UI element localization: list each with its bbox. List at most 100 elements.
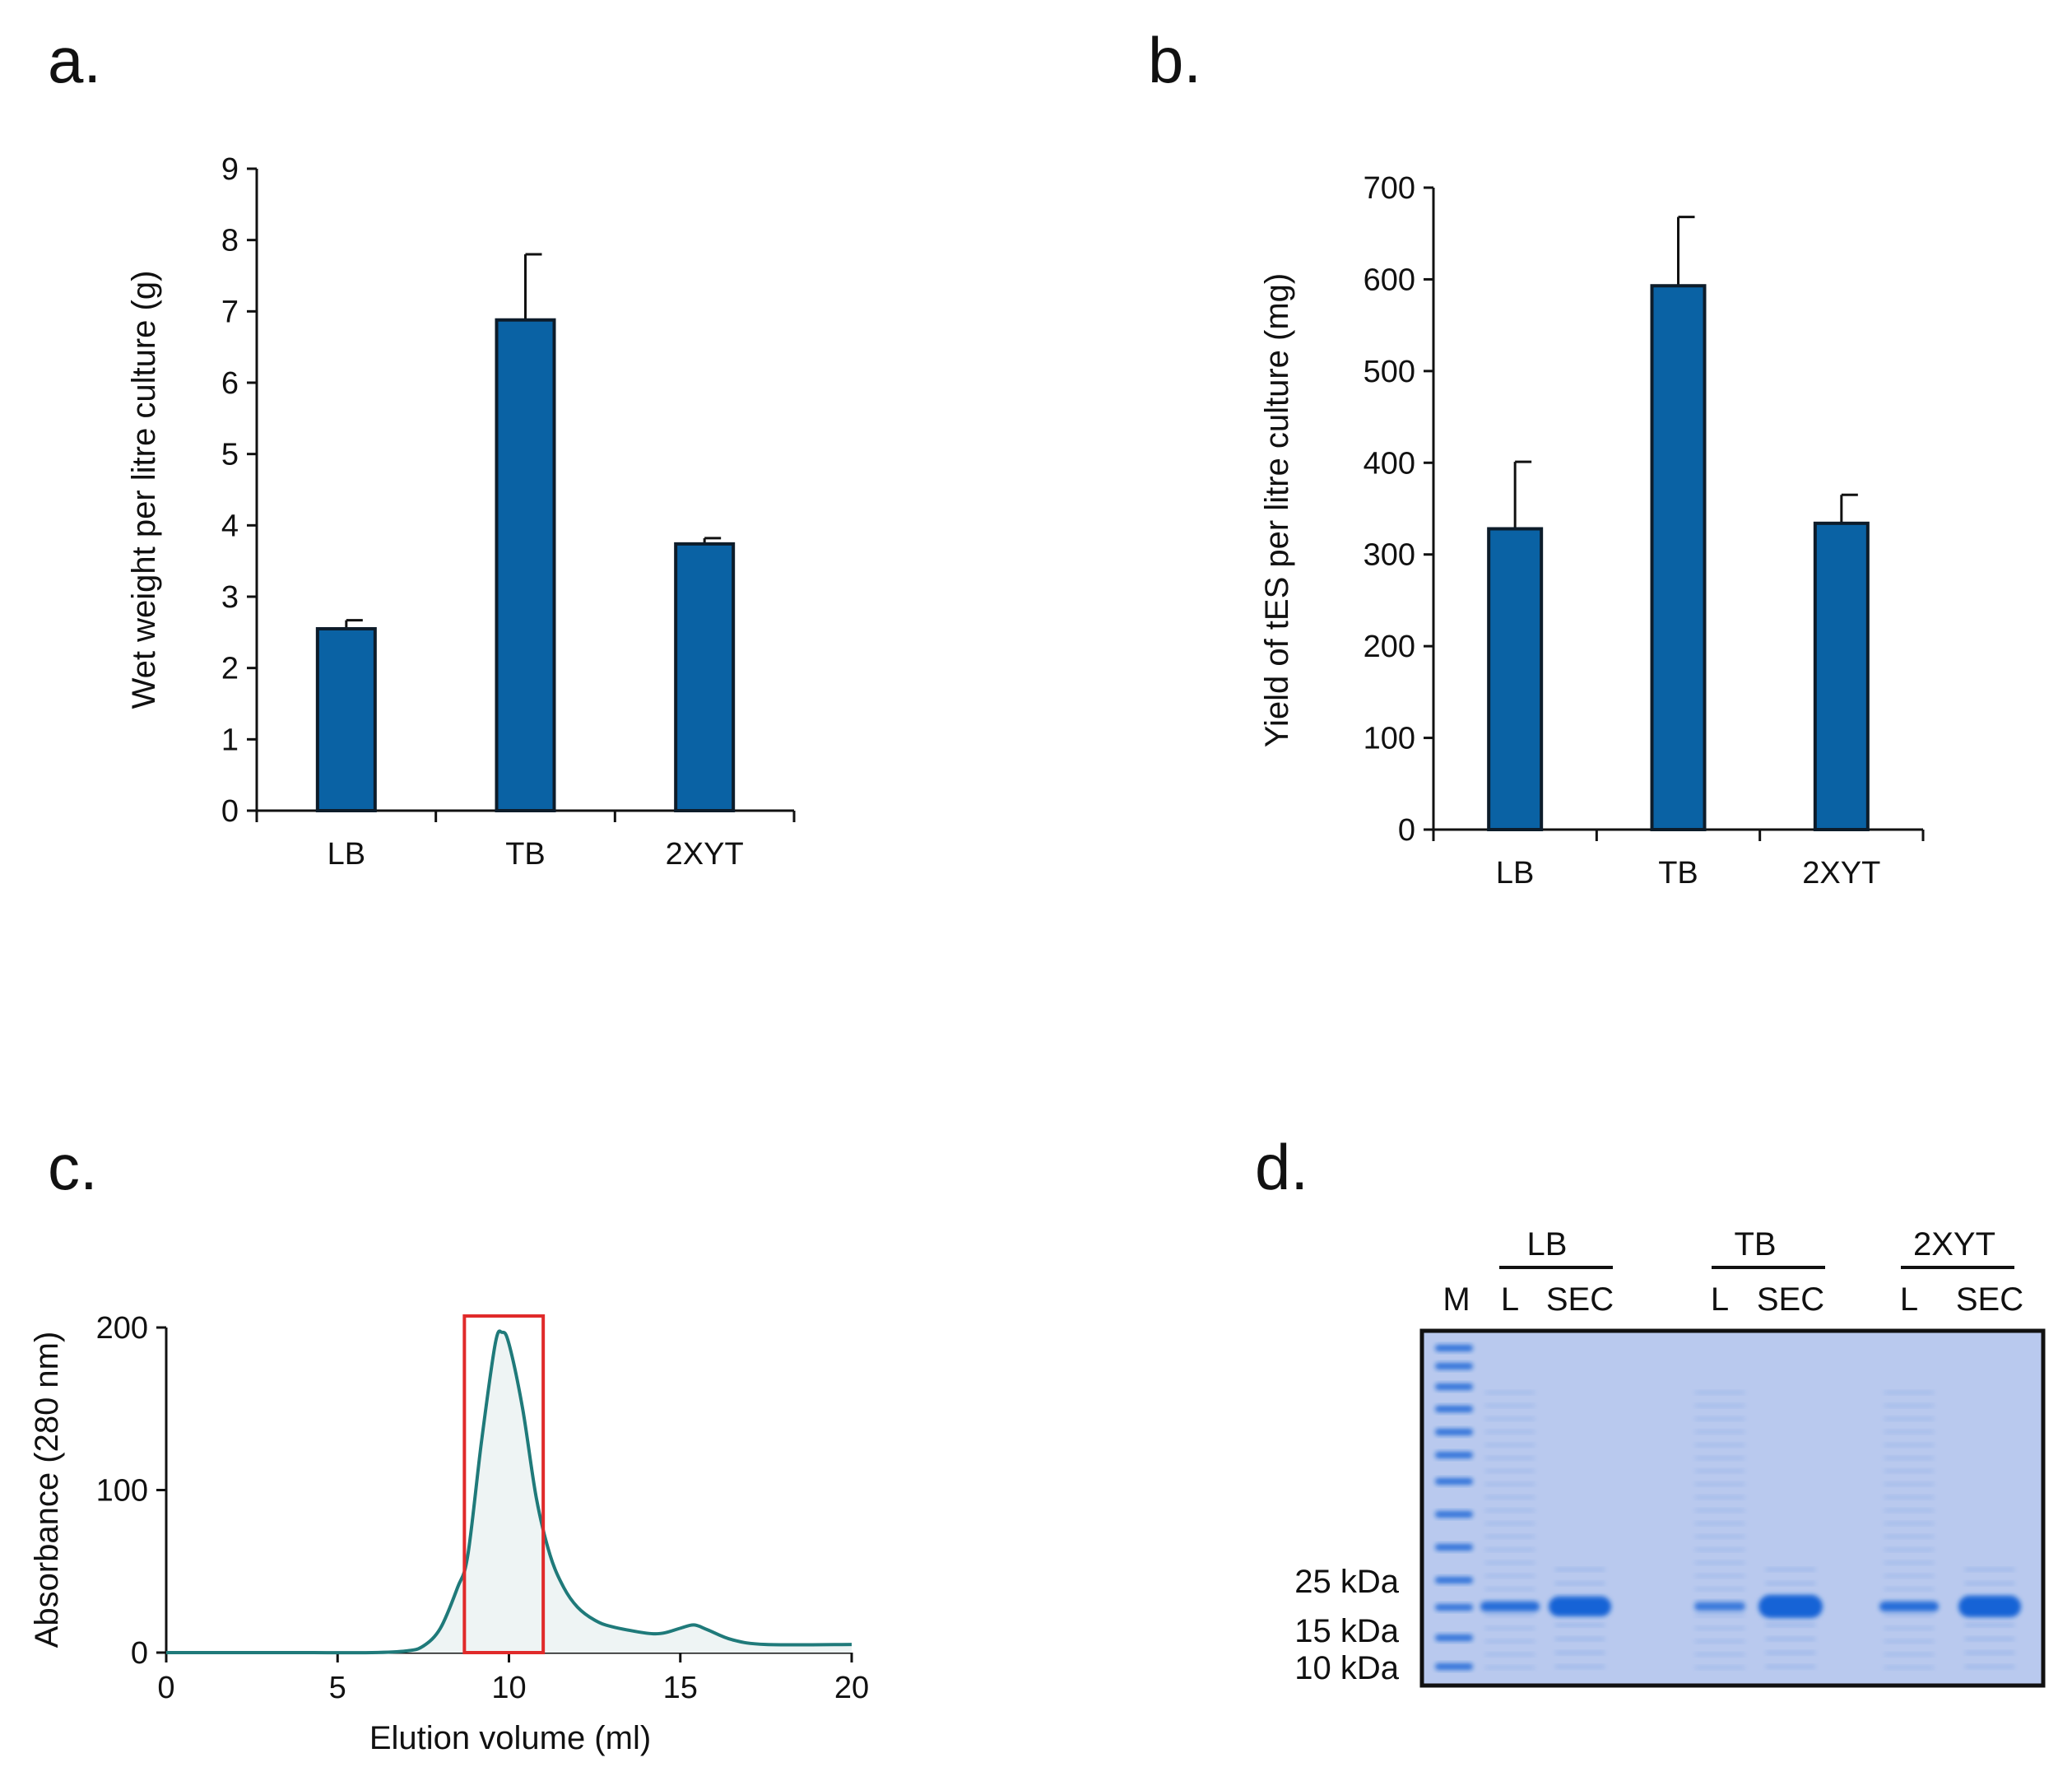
gel-smear-band [1695, 1600, 1744, 1604]
gel-smear-band [1485, 1653, 1535, 1657]
gel-smear-band [1555, 1637, 1605, 1641]
gel-smear-band [1884, 1403, 1934, 1407]
panel-a-bar-2XYT [674, 542, 736, 812]
gel-smear-band [1884, 1666, 1934, 1670]
gel-smear-band [1485, 1403, 1535, 1407]
panel-b-x-tick-label-LB: LB [1496, 856, 1534, 890]
gel-smear-band [1884, 1430, 1934, 1434]
gel-smear-band [1485, 1587, 1535, 1591]
gel-smear-band [1695, 1666, 1744, 1670]
gel-smear-band [1485, 1626, 1535, 1630]
gel-smear-band [1695, 1416, 1744, 1421]
gel-smear-band [1695, 1469, 1744, 1473]
gel-smear-band [1766, 1637, 1815, 1641]
gel-image [1419, 1328, 2046, 1688]
gel-smear-band [1485, 1535, 1535, 1538]
gel-smear-band [1485, 1613, 1535, 1617]
gel-smear-band [1485, 1430, 1535, 1434]
panel-a-x-tick-label-LB: LB [328, 837, 365, 872]
gel-smear-band [1695, 1560, 1744, 1565]
gel-lane-label-m: M [1443, 1281, 1470, 1318]
gel-group-label-2xyt: 2XYT [1913, 1226, 1995, 1262]
gel-ladder-band [1435, 1511, 1473, 1518]
gel-border [1419, 1328, 2046, 1688]
gel-smear-band [1695, 1639, 1744, 1644]
gel-smear-band [1766, 1568, 1815, 1571]
gel-smear-band [1695, 1522, 1744, 1526]
panel-c-plot-area: 0 100 200 0 5 10 15 20 [96, 1311, 870, 1705]
gel-smear-band [1485, 1469, 1535, 1473]
gel-smear-band [1884, 1574, 1934, 1578]
gel-smear-band [1965, 1568, 2014, 1571]
gel-lane-label-2xyt-sec: SEC [1956, 1281, 2023, 1318]
gel-smear-band [1965, 1651, 2014, 1655]
gel-smear-band [1884, 1456, 1934, 1460]
panel-c-highlight-box [462, 1314, 546, 1654]
panel-b-y-axis-title: Yield of tES per litre culture (mg) [1259, 273, 1295, 748]
gel-smear-band [1555, 1623, 1605, 1627]
panel-b-y-tick-label: 700 [1364, 171, 1415, 206]
panel-c-chromatogram: c. Absorbance (280 nm) Elution volume (m… [29, 1131, 869, 1756]
panel-b-bar-TB [1650, 284, 1707, 831]
gel-smear-band [1695, 1547, 1744, 1551]
panel-c-letter: c. [48, 1131, 98, 1203]
panel-b-y-tick-label: 400 [1364, 446, 1415, 481]
gel-ladder-band [1435, 1429, 1473, 1435]
gel-smear-band [1884, 1495, 1934, 1500]
gel-smear-band [1485, 1547, 1535, 1551]
panel-a-y-tick-label: 1 [221, 723, 239, 757]
gel-lane-label-lb-l: L [1501, 1281, 1519, 1318]
gel-background [1422, 1331, 2043, 1686]
panel-a-y-axis-title: Wet weight per litre culture (g) [126, 271, 162, 709]
panel-b-y-tick-label: 100 [1364, 722, 1415, 756]
gel-smear-band [1695, 1626, 1744, 1630]
panel-b-y-tick-label: 200 [1364, 630, 1415, 664]
gel-smear-band [1884, 1587, 1934, 1591]
gel-group-label-tb: TB [1734, 1226, 1776, 1262]
gel-smear-band [1695, 1403, 1744, 1407]
panel-b-x-tick-label-2XYT: 2XYT [1802, 856, 1880, 890]
gel-smear-band [1884, 1535, 1934, 1538]
gel-marker-10kda: 10 kDa [1294, 1650, 1399, 1686]
panel-a-y-tick-label: 2 [221, 652, 239, 686]
gel-lane-label-lb-sec: SEC [1546, 1281, 1614, 1318]
gel-smear-band [1485, 1482, 1535, 1486]
gel-ladder-band [1435, 1383, 1473, 1390]
gel-smear-band [1695, 1587, 1744, 1591]
panel-a-y-tick-label: 0 [221, 794, 239, 829]
panel-b-y-tick-label: 0 [1398, 813, 1415, 848]
panel-a-bar-TB [495, 318, 556, 812]
gel-ladder-band [1435, 1478, 1473, 1485]
gel-smear-band [1695, 1653, 1744, 1657]
panel-c-trace-fill [166, 1331, 852, 1653]
panel-c-x-tick-label: 15 [663, 1671, 698, 1705]
panel-b-bar-2XYT [1813, 521, 1870, 831]
panel-c-y-tick-label: 0 [131, 1636, 148, 1671]
gel-ladder-band [1435, 1663, 1473, 1670]
gel-smear-band [1695, 1482, 1744, 1486]
panel-a-bar-LB [315, 627, 377, 812]
panel-d-gel: d. LB TB 2XYT M L SEC L SEC L SEC 25 kDa… [1255, 1131, 2046, 1688]
panel-a-y-tick-label: 7 [221, 295, 239, 329]
panel-b-y-tick-label: 300 [1364, 538, 1415, 573]
gel-group-label-lb: LB [1527, 1226, 1568, 1262]
panel-a-y-tick-label: 5 [221, 438, 239, 472]
gel-smear-band [1485, 1443, 1535, 1447]
panel-a-y-tick-label: 4 [221, 509, 239, 543]
gel-protein-band [1694, 1602, 1745, 1611]
gel-smear-band [1485, 1560, 1535, 1565]
gel-smear-band [1766, 1623, 1815, 1627]
panel-b-plot-area: 0 100 200 300 400 500 600 700 LB TB 2XYT [1364, 171, 1925, 890]
gel-protein-band [1549, 1597, 1611, 1616]
gel-marker-25kda: 25 kDa [1294, 1564, 1399, 1600]
panel-c-x-tick-label: 20 [834, 1671, 869, 1705]
gel-smear-band [1766, 1665, 1815, 1669]
gel-smear-band [1965, 1665, 2014, 1669]
gel-smear-band [1485, 1639, 1535, 1644]
panel-c-y-axis-title: Absorbance (280 nm) [29, 1332, 65, 1648]
gel-smear-band [1555, 1581, 1605, 1585]
panel-c-x-tick-label: 0 [157, 1671, 174, 1705]
panel-a-y-tick-label: 9 [221, 152, 239, 187]
gel-smear-band [1695, 1456, 1744, 1460]
